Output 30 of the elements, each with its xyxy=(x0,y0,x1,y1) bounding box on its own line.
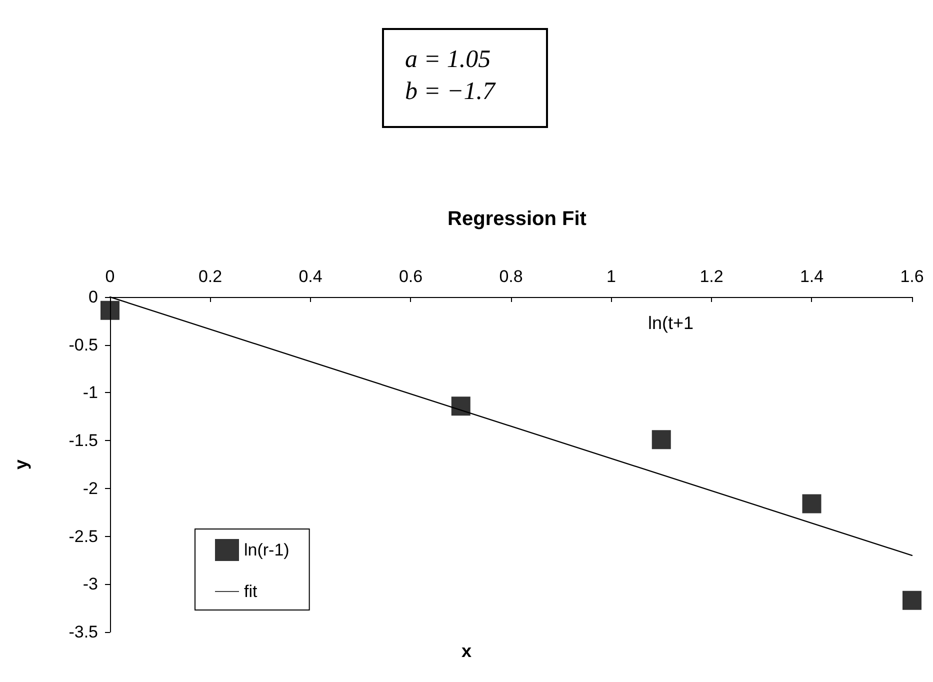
x-tick-label: 1.4 xyxy=(800,267,824,286)
point xyxy=(902,590,922,610)
x-tick-label: 0.2 xyxy=(198,267,222,286)
annotation: ln(t+1 xyxy=(648,313,694,333)
y-tick-label: -2 xyxy=(82,478,98,498)
point xyxy=(100,300,120,320)
text: a = 1.05 xyxy=(405,46,491,73)
x-tick-label: 0.4 xyxy=(298,267,322,286)
chart-title: Regression Fit xyxy=(448,208,587,230)
y-axis-title: y xyxy=(11,459,31,470)
legend-label: fit xyxy=(244,582,258,601)
x-tick-label: 1.2 xyxy=(700,267,724,286)
x-tick-label: 1 xyxy=(606,267,616,286)
y-tick-label: -3 xyxy=(82,574,98,594)
legend-label: ln(r-1) xyxy=(244,540,290,560)
y-tick-label: -1.5 xyxy=(68,431,98,450)
y-tick-label: -1 xyxy=(82,383,98,402)
y-tick-label: -3.5 xyxy=(68,622,98,642)
x-tick-label: 0.8 xyxy=(499,267,523,286)
point xyxy=(652,430,671,450)
point xyxy=(451,396,470,416)
x-tick-label: 1.6 xyxy=(900,267,924,286)
y-tick-label: -0.5 xyxy=(68,335,98,354)
point xyxy=(802,494,822,514)
x-tick-label: 0.6 xyxy=(398,267,423,286)
x-tick-label: 0 xyxy=(105,267,115,286)
y-tick-label: -2.5 xyxy=(68,526,98,546)
x-axis-title: x xyxy=(461,641,472,661)
text: b = −1.7 xyxy=(405,78,496,105)
y-tick-label: 0 xyxy=(88,288,98,306)
